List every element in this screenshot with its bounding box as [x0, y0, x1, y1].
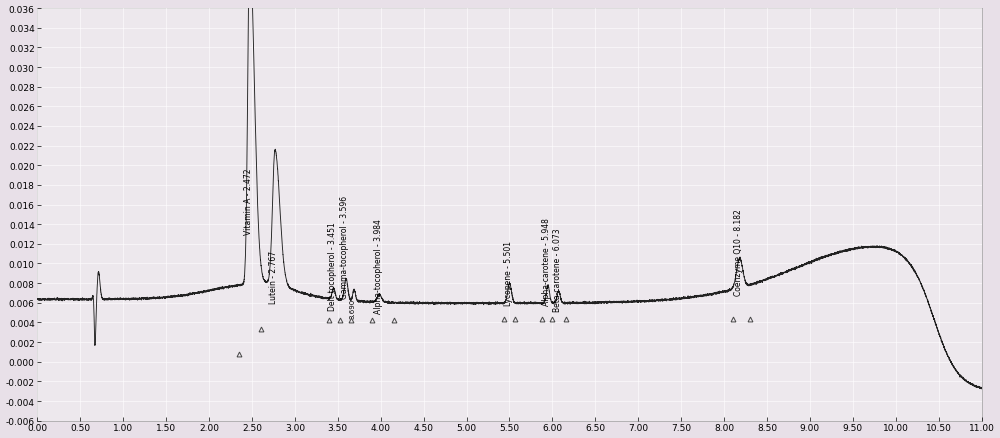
Text: 3.690: 3.690 [350, 299, 356, 319]
Text: Vitamin A - 2.472: Vitamin A - 2.472 [244, 168, 253, 234]
Text: Alpha-tocopherol - 3.984: Alpha-tocopherol - 3.984 [374, 218, 383, 313]
Text: Coenzyme Q10 - 8.182: Coenzyme Q10 - 8.182 [734, 208, 743, 295]
Text: Lycopene - 5.501: Lycopene - 5.501 [504, 240, 513, 305]
Text: Delt-tocopherol - 3.451: Delt-tocopherol - 3.451 [328, 221, 337, 310]
Text: Beta-carotene - 6.073: Beta-carotene - 6.073 [553, 227, 562, 311]
Text: Alpha-carotene - 5.948: Alpha-carotene - 5.948 [542, 217, 551, 305]
Text: Lutein - 2.767: Lutein - 2.767 [269, 250, 278, 303]
Text: Gamma-tocopherol - 3.596: Gamma-tocopherol - 3.596 [340, 195, 349, 298]
